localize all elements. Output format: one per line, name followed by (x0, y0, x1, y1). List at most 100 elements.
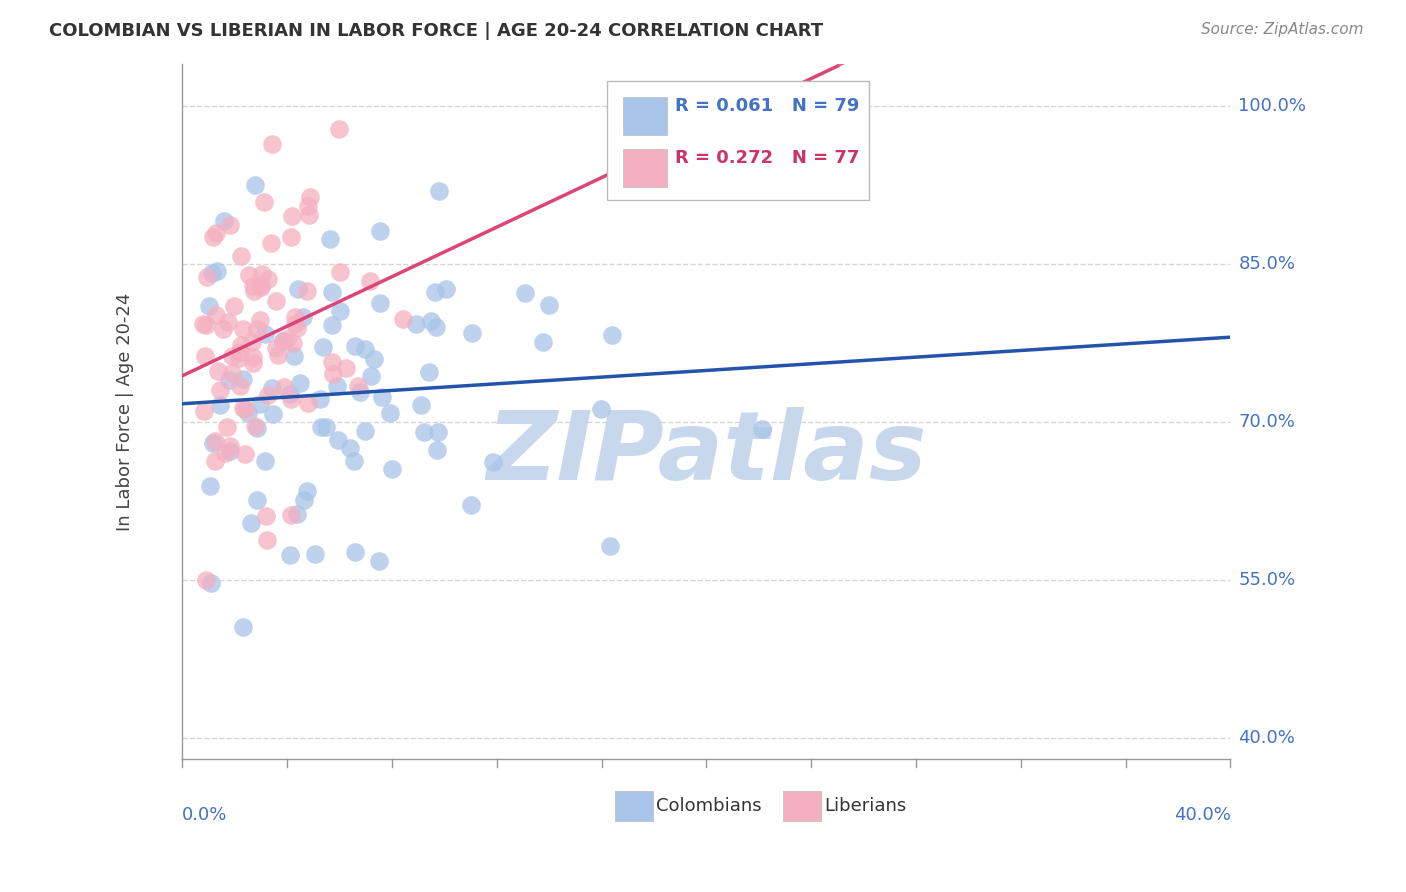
Point (264, 341, 287, 355)
Point (218, 374, 240, 388)
Point (262, 407, 284, 421)
Point (381, 462, 404, 476)
Point (208, 383, 231, 397)
Point (312, 339, 335, 353)
Point (368, 224, 391, 238)
Text: 0.0%: 0.0% (183, 806, 228, 824)
Point (600, 328, 623, 343)
Point (243, 284, 266, 298)
Point (280, 508, 302, 522)
Point (232, 372, 254, 386)
Point (328, 304, 350, 318)
Point (204, 227, 226, 241)
Point (339, 442, 361, 456)
Point (344, 338, 367, 352)
Point (194, 573, 217, 587)
Point (271, 334, 294, 348)
Point (515, 285, 537, 300)
Point (219, 218, 242, 232)
Point (229, 344, 252, 359)
Text: 40.0%: 40.0% (1239, 729, 1295, 747)
Point (242, 279, 264, 293)
Point (347, 378, 370, 392)
Point (245, 322, 267, 336)
Point (200, 479, 222, 493)
Point (409, 398, 432, 412)
Point (250, 267, 273, 281)
Point (482, 455, 505, 469)
Point (253, 454, 276, 468)
Point (427, 184, 450, 198)
Point (290, 376, 312, 391)
Text: Source: ZipAtlas.com: Source: ZipAtlas.com (1201, 22, 1364, 37)
Point (229, 338, 252, 352)
Point (214, 213, 236, 227)
Point (287, 282, 309, 296)
Point (368, 554, 391, 568)
Point (326, 378, 349, 392)
Point (349, 385, 371, 400)
Point (205, 308, 228, 322)
Point (200, 576, 222, 591)
Point (371, 390, 394, 404)
Point (319, 232, 342, 246)
Point (392, 312, 415, 326)
Point (281, 335, 304, 350)
Point (284, 310, 307, 325)
Point (217, 315, 239, 329)
Point (322, 368, 344, 382)
Point (224, 299, 246, 313)
Point (285, 507, 308, 521)
Point (423, 285, 446, 300)
FancyBboxPatch shape (623, 97, 666, 135)
Point (354, 342, 377, 356)
Point (751, 421, 773, 435)
Point (204, 454, 226, 468)
Point (378, 406, 401, 420)
Point (232, 619, 254, 633)
Point (249, 313, 271, 327)
Point (280, 392, 302, 406)
Point (201, 230, 224, 244)
Point (193, 404, 215, 418)
Point (295, 483, 318, 498)
Point (304, 547, 326, 561)
Text: 55.0%: 55.0% (1239, 571, 1295, 589)
Point (233, 447, 256, 461)
Point (278, 387, 301, 401)
Point (260, 236, 283, 251)
Text: 85.0%: 85.0% (1239, 255, 1295, 273)
Point (246, 421, 269, 435)
Point (298, 208, 321, 222)
Point (245, 178, 267, 192)
Text: R = 0.061   N = 79: R = 0.061 N = 79 (675, 96, 859, 115)
FancyBboxPatch shape (616, 790, 652, 822)
Point (363, 352, 385, 367)
Point (242, 350, 264, 364)
Point (295, 284, 318, 298)
Point (204, 434, 226, 449)
Point (273, 379, 295, 393)
Point (218, 439, 240, 453)
Point (195, 318, 218, 332)
Point (276, 332, 298, 346)
Point (267, 348, 290, 362)
Point (201, 266, 224, 280)
Point (212, 322, 235, 336)
Point (280, 230, 302, 244)
Point (228, 351, 250, 366)
Point (232, 401, 254, 416)
Point (254, 508, 277, 523)
Point (434, 282, 457, 296)
Point (460, 498, 482, 512)
Point (321, 354, 343, 368)
Point (343, 453, 366, 467)
Point (239, 516, 262, 531)
Point (229, 378, 252, 392)
Point (256, 388, 278, 402)
Point (418, 366, 440, 380)
Point (236, 406, 259, 420)
Point (287, 321, 309, 335)
Point (214, 446, 236, 460)
Point (205, 264, 228, 278)
